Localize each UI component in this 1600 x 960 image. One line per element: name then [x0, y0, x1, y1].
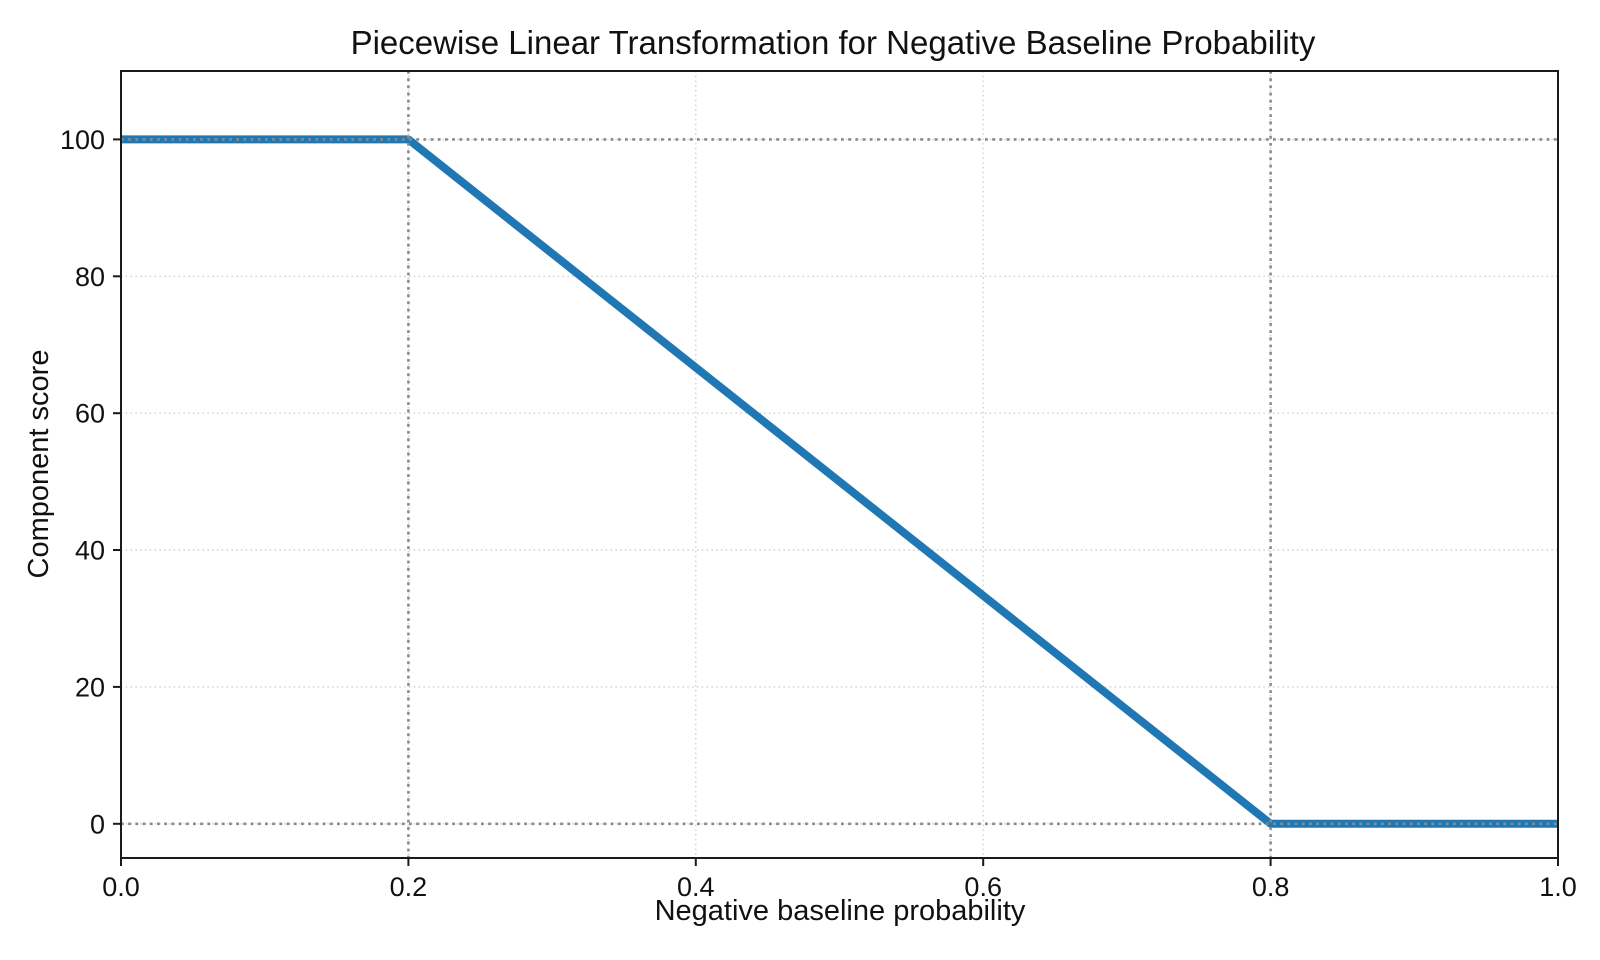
y-tick-label: 40: [75, 535, 105, 565]
x-axis-label: Negative baseline probability: [655, 895, 1026, 927]
tick-labels-layer: 0.0 0.2 0.4 0.6 0.8 1.0 0 20 40 60 80 100: [60, 125, 1577, 902]
x-tick-label: 0.2: [390, 872, 428, 902]
x-tick-label: 0.4: [677, 872, 715, 902]
x-tick-label: 0.0: [102, 872, 140, 902]
y-tick-label: 60: [75, 399, 105, 429]
y-tick-label: 100: [60, 125, 105, 155]
y-tick-label: 80: [75, 262, 105, 292]
series-layer: [121, 135, 1558, 828]
y-axis-label: Component score: [23, 350, 55, 579]
plot-border: [120, 70, 1559, 859]
ticks-layer: [113, 138, 1559, 866]
reference-lines-layer: [121, 71, 1558, 858]
y-tick-label: 0: [90, 809, 105, 839]
x-tick-label: 1.0: [1539, 872, 1577, 902]
chart-title: Piecewise Linear Transformation for Nega…: [351, 24, 1316, 61]
series-piecewise-linear-transformation: [121, 135, 1558, 828]
x-tick-label: 0.6: [964, 872, 1002, 902]
y-tick-label: 20: [75, 672, 105, 702]
x-tick-label: 0.8: [1252, 872, 1290, 902]
gridlines-layer: [121, 71, 1558, 858]
